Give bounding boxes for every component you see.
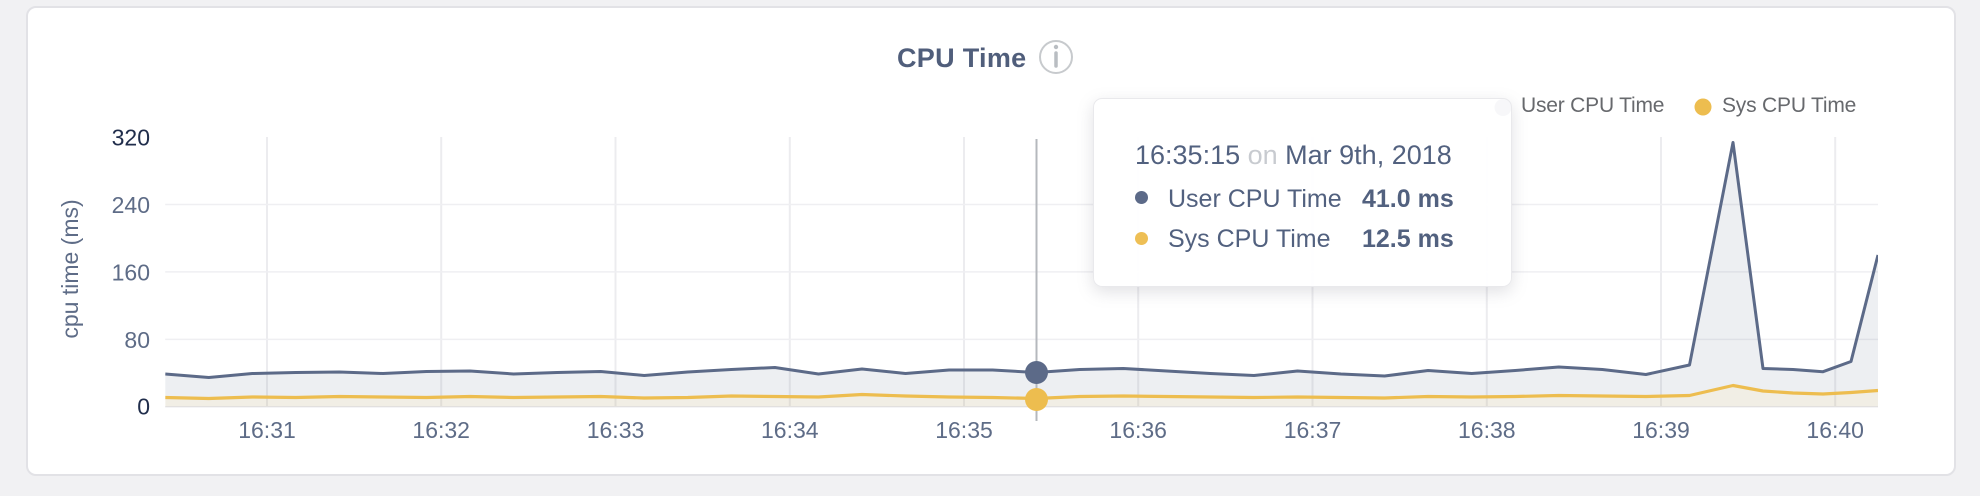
svg-text:16:32: 16:32 <box>412 417 470 443</box>
svg-text:16:36: 16:36 <box>1109 417 1167 443</box>
svg-text:16:39: 16:39 <box>1632 417 1690 443</box>
svg-text:cpu time (ms): cpu time (ms) <box>57 199 83 338</box>
svg-text:16:34: 16:34 <box>761 417 819 443</box>
svg-text:16:31: 16:31 <box>238 417 296 443</box>
svg-text:16:38: 16:38 <box>1458 417 1516 443</box>
svg-text:16:40: 16:40 <box>1806 417 1864 443</box>
svg-text:160: 160 <box>112 260 150 286</box>
svg-text:80: 80 <box>124 327 150 353</box>
svg-text:240: 240 <box>112 192 150 218</box>
svg-text:320: 320 <box>112 125 150 151</box>
svg-text:16:33: 16:33 <box>587 417 645 443</box>
svg-text:16:37: 16:37 <box>1284 417 1342 443</box>
svg-text:16:35: 16:35 <box>935 417 993 443</box>
svg-text:0: 0 <box>137 394 150 420</box>
